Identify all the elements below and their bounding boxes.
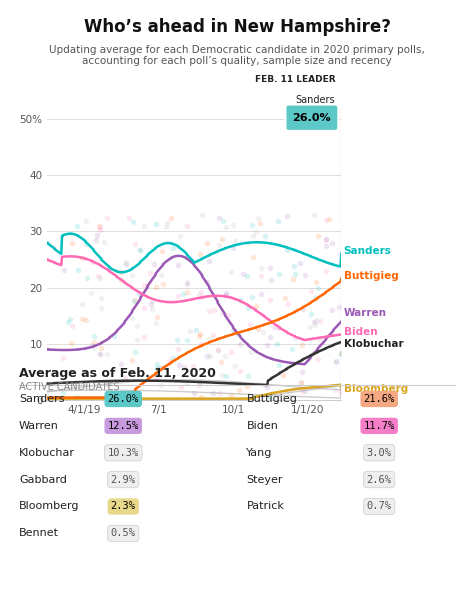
Text: Sanders: Sanders [344, 246, 392, 256]
Text: Buttigieg: Buttigieg [344, 272, 399, 281]
Text: Who’s ahead in New Hampshire?: Who’s ahead in New Hampshire? [83, 18, 391, 36]
Text: Biden: Biden [344, 327, 377, 337]
Text: ACTIVE CANDIDATES: ACTIVE CANDIDATES [19, 382, 119, 392]
FancyBboxPatch shape [285, 104, 338, 131]
Text: 11.7%: 11.7% [364, 421, 395, 431]
Text: Steyer: Steyer [246, 475, 283, 485]
Text: Klobuchar: Klobuchar [344, 339, 403, 349]
Text: Bloomberg: Bloomberg [344, 384, 408, 394]
Text: 3.0%: 3.0% [367, 448, 392, 458]
Text: 12.5%: 12.5% [108, 421, 139, 431]
Text: 0.7%: 0.7% [367, 501, 392, 512]
Text: FEB. 11 LEADER: FEB. 11 LEADER [255, 75, 336, 84]
Text: Warren: Warren [19, 421, 59, 431]
Text: 2.9%: 2.9% [111, 475, 136, 485]
Text: 2.3%: 2.3% [111, 501, 136, 512]
Text: Sanders: Sanders [296, 94, 336, 104]
Text: Patrick: Patrick [246, 501, 284, 512]
Text: Bennet: Bennet [19, 528, 59, 538]
Text: Gabbard: Gabbard [19, 475, 67, 485]
Text: Warren: Warren [344, 308, 387, 318]
Text: Updating average for each Democratic candidate in 2020 primary polls,
accounting: Updating average for each Democratic can… [49, 45, 425, 66]
Text: 26.0%: 26.0% [292, 113, 331, 123]
Text: Average as of Feb. 11, 2020: Average as of Feb. 11, 2020 [19, 367, 216, 380]
Text: Klobuchar: Klobuchar [19, 448, 75, 458]
Text: Biden: Biden [246, 421, 278, 431]
Text: 21.6%: 21.6% [364, 394, 395, 404]
Text: Bloomberg: Bloomberg [19, 501, 80, 512]
Text: Sanders: Sanders [19, 394, 64, 404]
Text: Yang: Yang [246, 448, 273, 458]
Text: 10.3%: 10.3% [108, 448, 139, 458]
Text: 2.6%: 2.6% [367, 475, 392, 485]
Text: 26.0%: 26.0% [108, 394, 139, 404]
Text: Buttigieg: Buttigieg [246, 394, 297, 404]
Text: 0.5%: 0.5% [111, 528, 136, 538]
